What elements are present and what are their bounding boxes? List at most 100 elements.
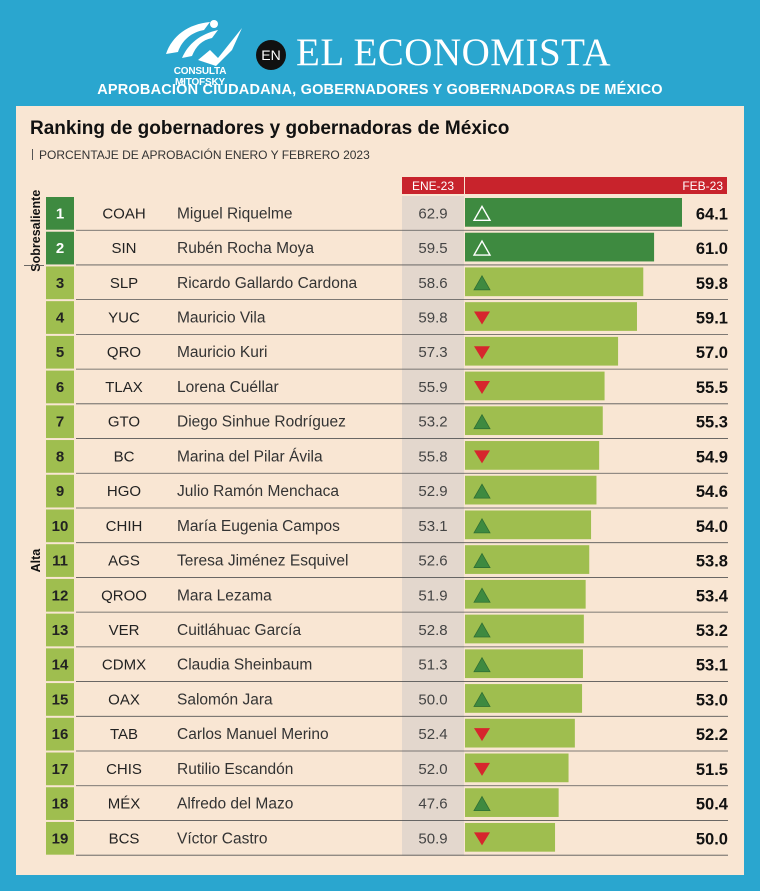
jan-value: 52.8 <box>418 622 447 639</box>
feb-bar <box>465 267 644 297</box>
feb-value: 53.1 <box>696 657 728 675</box>
feb-value: 50.4 <box>696 796 729 814</box>
ranking-chart: ENE-23 FEB-23 1 COAH Miguel Riquelme 62.9 64.1… <box>24 177 729 856</box>
arrow-down-icon <box>474 832 490 846</box>
rank-box <box>46 231 74 265</box>
chart-subtitle: PORCENTAJE DE APROBACIÓN ENERO Y FEBRERO… <box>32 148 370 162</box>
state-label: GTO <box>108 414 140 431</box>
feb-column-label: FEB-23 <box>682 179 723 193</box>
jan-value: 58.6 <box>418 275 447 292</box>
rank-label: 2 <box>56 240 64 257</box>
rank-box <box>46 197 74 230</box>
jan-value: 51.9 <box>418 587 447 604</box>
jan-value: 53.2 <box>418 414 447 431</box>
arrow-up-icon <box>473 483 491 499</box>
rank-label: 15 <box>52 691 69 708</box>
jan-value: 52.9 <box>418 483 447 500</box>
rank-label: 4 <box>56 310 65 327</box>
jan-value: 55.9 <box>418 379 447 396</box>
feb-bar <box>465 232 655 262</box>
feb-bar <box>465 302 637 331</box>
governor-name: Ricardo Gallardo Cardona <box>177 275 357 292</box>
rank-label: 5 <box>56 344 64 361</box>
state-label: CHIS <box>106 761 142 778</box>
arrow-up-icon <box>473 691 491 707</box>
feb-bar <box>465 475 597 505</box>
rank-box <box>46 752 74 786</box>
rank-box <box>46 509 74 543</box>
feb-value: 61.0 <box>696 240 728 258</box>
governor-name: Mara Lezama <box>177 587 272 604</box>
rank-label: 12 <box>52 587 69 604</box>
arrow-up-icon <box>473 587 491 603</box>
feb-value: 54.9 <box>696 448 728 466</box>
arrow-up-icon <box>473 656 491 673</box>
rank-label: 1 <box>56 205 64 222</box>
feb-bar <box>465 441 600 470</box>
jan-value: 59.8 <box>418 310 447 327</box>
state-label: AGS <box>108 553 140 570</box>
rank-label: 8 <box>56 448 64 465</box>
header: CONSULTA MITOFSKY EN EL ECONOMISTA APROB… <box>0 0 760 106</box>
feb-value: 51.5 <box>696 761 728 779</box>
feb-value: 53.0 <box>696 691 728 709</box>
governor-name: Mauricio Kuri <box>177 344 267 361</box>
logo-text: CONSULTA MITOFSKY <box>173 66 227 88</box>
jan-value: 47.6 <box>418 796 447 813</box>
feb-value: 55.3 <box>696 414 728 432</box>
rank-box <box>46 578 74 612</box>
state-label: QROO <box>101 587 147 604</box>
jan-value: 62.9 <box>418 205 447 222</box>
feb-value: 59.1 <box>696 310 728 328</box>
rank-label: 14 <box>52 657 69 674</box>
feb-bar <box>465 371 605 401</box>
arrow-up-icon <box>473 622 491 638</box>
arrow-up-icon <box>472 239 492 256</box>
governor-name: Mauricio Vila <box>177 310 266 327</box>
en-badge: EN <box>256 40 286 70</box>
state-label: OAX <box>108 691 140 708</box>
chart-subtitle-text: PORCENTAJE DE APROBACIÓN ENERO Y FEBRERO… <box>39 148 370 162</box>
arrow-up-icon <box>472 204 492 222</box>
rank-box <box>46 405 74 439</box>
governor-name: Lorena Cuéllar <box>177 379 279 396</box>
jan-value: 53.1 <box>418 518 447 535</box>
rank-label: 18 <box>52 796 69 813</box>
governor-name: Teresa Jiménez Esquivel <box>177 553 348 570</box>
jan-value: 52.0 <box>418 761 447 778</box>
arrow-up-icon <box>473 274 491 291</box>
chart-panel: Ranking de gobernadores y gobernadoras d… <box>16 106 744 875</box>
governor-name: Marina del Pilar Ávila <box>177 448 323 465</box>
state-label: MÉX <box>108 796 141 813</box>
state-label: SLP <box>110 275 138 292</box>
arrow-up-icon <box>473 552 491 568</box>
feb-value: 50.0 <box>696 830 728 848</box>
rank-box <box>46 613 74 647</box>
arrow-down-icon <box>474 762 490 776</box>
arrow-up-icon <box>473 795 491 811</box>
rank-box <box>46 301 74 334</box>
feb-bar <box>465 510 592 540</box>
jan-value: 50.0 <box>418 691 447 708</box>
state-label: BCS <box>109 830 140 847</box>
brand-title: EL ECONOMISTA <box>296 31 611 74</box>
arrow-down-icon <box>474 311 490 325</box>
state-label: QRO <box>107 344 141 361</box>
feb-value: 54.0 <box>696 518 728 536</box>
rank-box <box>46 335 74 369</box>
governor-name: Víctor Castro <box>177 830 267 847</box>
governor-name: Rutilio Escandón <box>177 761 293 778</box>
rank-label: 10 <box>52 518 69 535</box>
arrow-up-icon <box>473 518 491 534</box>
governor-name: Salomón Jara <box>177 691 273 708</box>
feb-value: 52.2 <box>696 726 728 744</box>
governor-name: Claudia Sheinbaum <box>177 657 312 674</box>
rank-label: 11 <box>52 553 68 570</box>
rank-box <box>46 266 74 300</box>
rank-box <box>46 683 74 716</box>
header-subtitle: APROBACIÓN CIUDADANA, GOBERNADORES Y GOB… <box>97 82 663 98</box>
arrow-down-icon <box>474 450 490 464</box>
arrow-down-icon <box>474 728 490 742</box>
state-label: CHIH <box>106 518 143 535</box>
governor-name: María Eugenia Campos <box>177 518 340 535</box>
